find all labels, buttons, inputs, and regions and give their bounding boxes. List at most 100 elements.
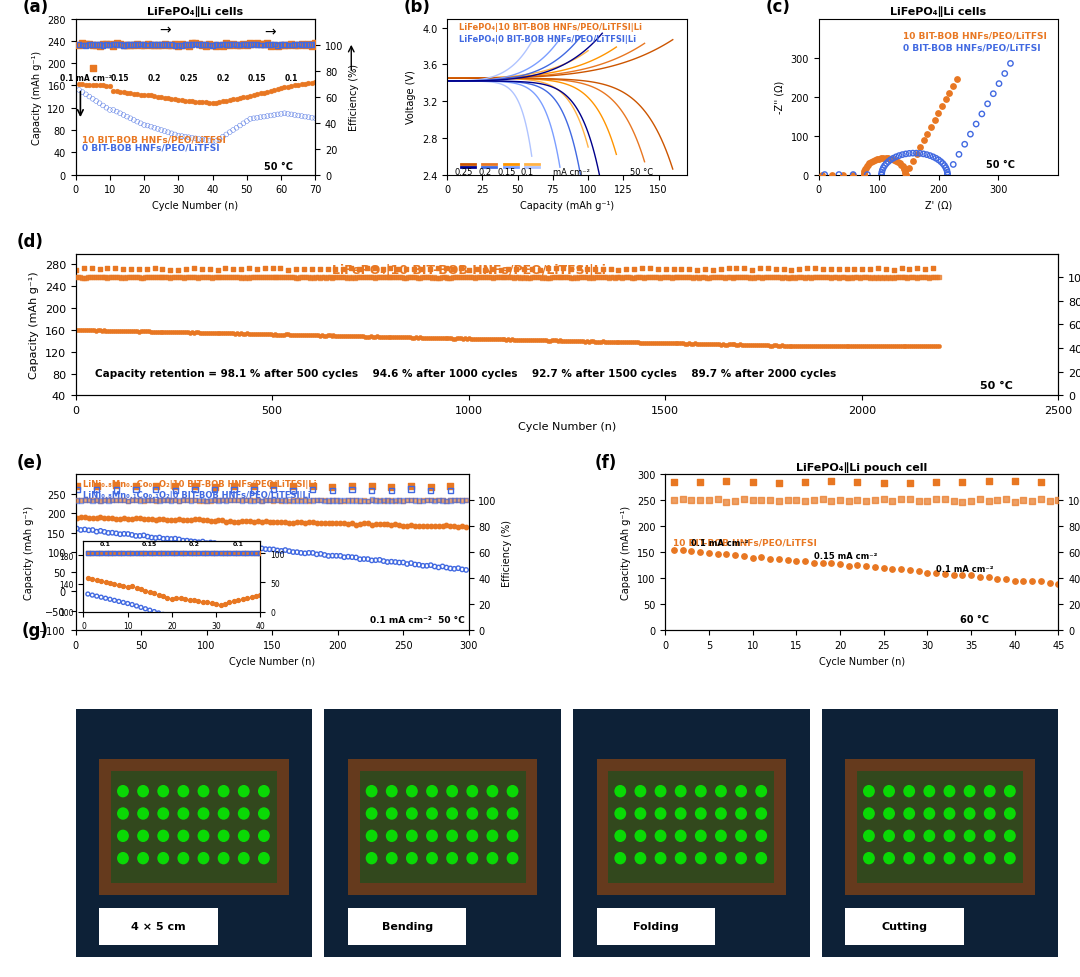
Point [490, 270, 508, 285]
Point [665, 262, 683, 277]
Point [859, 168, 876, 184]
Point [370, 329, 388, 345]
Point [176, 546, 193, 562]
Circle shape [755, 786, 767, 797]
Point [187, 95, 204, 110]
Point [1024, 573, 1041, 589]
Point [327, 328, 345, 344]
Point [336, 516, 353, 531]
Circle shape [963, 829, 975, 842]
Point [305, 493, 322, 509]
Point [863, 155, 880, 171]
Point [170, 129, 187, 145]
Point [897, 168, 915, 184]
Point [415, 559, 432, 574]
Point [853, 339, 870, 355]
Circle shape [117, 807, 129, 820]
Circle shape [467, 807, 478, 820]
Point [265, 515, 282, 531]
Point [822, 271, 839, 286]
Point [531, 271, 549, 286]
Text: Cutting: Cutting [881, 921, 928, 931]
Point [415, 493, 432, 509]
Point [189, 325, 206, 341]
Point [272, 270, 289, 285]
Circle shape [735, 852, 747, 865]
Point [920, 271, 937, 286]
Point [422, 493, 440, 509]
Point [400, 330, 417, 346]
Circle shape [467, 829, 478, 842]
Point [197, 96, 214, 111]
Point [908, 339, 926, 355]
Point [227, 326, 244, 342]
Point [193, 133, 211, 149]
Point [87, 37, 105, 53]
Point [172, 325, 189, 341]
Text: mA cm⁻²: mA cm⁻² [553, 167, 590, 177]
Point [207, 134, 225, 149]
Point [270, 327, 287, 343]
Point [863, 270, 880, 285]
Point [183, 493, 200, 509]
Point [114, 546, 132, 562]
Text: LiFePO₄|10 BIT-BOB HNFs/PEO/LiTFSI|Li: LiFePO₄|10 BIT-BOB HNFs/PEO/LiTFSI|Li [332, 264, 606, 277]
Point [422, 519, 440, 534]
Circle shape [507, 807, 518, 820]
Point [244, 270, 261, 285]
Point [269, 38, 286, 54]
Point [89, 546, 106, 562]
Point [226, 493, 243, 509]
Point [879, 151, 896, 167]
Point [834, 270, 851, 285]
Point [379, 493, 396, 509]
Point [205, 326, 222, 342]
Point [592, 334, 609, 350]
Point [143, 120, 160, 136]
Point [245, 514, 262, 530]
Circle shape [675, 807, 687, 820]
Point [174, 512, 191, 528]
Point [515, 262, 532, 277]
Point [356, 329, 374, 345]
Point [178, 533, 195, 549]
Point [173, 94, 190, 109]
Point [802, 271, 820, 286]
Circle shape [755, 829, 767, 842]
Point [131, 511, 148, 527]
Point [634, 271, 651, 286]
Point [430, 492, 447, 508]
Point [841, 271, 859, 286]
Circle shape [386, 852, 397, 865]
Circle shape [137, 807, 149, 820]
Point [103, 323, 120, 339]
Point [114, 38, 132, 54]
Point [752, 338, 769, 354]
Point [694, 336, 712, 352]
Point [362, 329, 379, 345]
Text: 0.1 mA cm⁻²: 0.1 mA cm⁻² [59, 73, 112, 82]
Point [228, 121, 245, 137]
Point [429, 261, 446, 276]
Point [110, 323, 127, 339]
Point [806, 492, 823, 508]
Point [928, 475, 945, 490]
Point [677, 270, 694, 285]
Point [217, 326, 234, 342]
Point [449, 520, 467, 535]
Point [325, 270, 342, 285]
Point [765, 271, 782, 286]
Point [895, 339, 913, 355]
Point [226, 537, 243, 553]
Point [712, 270, 729, 285]
Text: LiNi₀.₈Mn₀.₁Co₀.₁O₂|10 BIT-BOB HNFs/PEO/LiTFSI|Li: LiNi₀.₈Mn₀.₁Co₀.₁O₂|10 BIT-BOB HNFs/PEO/… [83, 480, 318, 488]
Point [779, 493, 796, 509]
Point [229, 326, 246, 342]
Point [367, 492, 384, 508]
Point [239, 38, 256, 54]
Point [93, 546, 110, 562]
Point [406, 493, 423, 509]
Point [311, 262, 328, 277]
Circle shape [944, 852, 956, 865]
Circle shape [654, 807, 666, 820]
